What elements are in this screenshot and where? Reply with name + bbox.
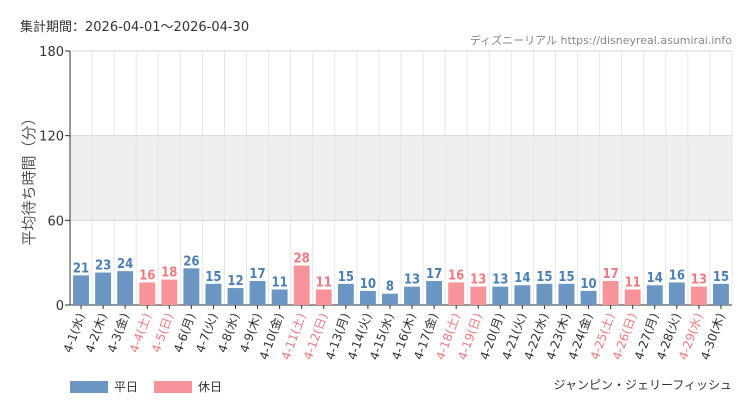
bar-value-label: 10 [360,277,376,292]
legend-weekday: 平日 [70,378,138,395]
legend-holiday-swatch [154,380,193,393]
bar [293,265,310,305]
legend-weekday-label: 平日 [114,380,139,394]
bar-value-label: 14 [514,271,530,286]
bar [161,279,178,305]
y-tick-label: 60 [47,214,64,229]
bar-value-label: 15 [205,270,221,285]
bar-value-label: 11 [625,275,641,290]
bar [95,272,112,305]
bar [624,289,641,305]
bar-value-label: 13 [492,273,508,288]
bar-value-label: 15 [536,270,552,285]
bar [713,283,729,305]
y-tick-label: 120 [39,130,64,145]
bar [448,282,465,305]
bar [73,275,89,305]
bar-value-label: 8 [386,280,394,295]
bar-value-label: 13 [691,273,707,288]
bar [205,283,222,305]
bar-value-label: 21 [73,261,89,276]
bar-value-label: 23 [95,259,111,274]
bar [382,293,398,305]
bar-value-label: 16 [448,268,464,283]
bar [426,281,443,305]
bar [558,283,575,305]
bar-value-label: 10 [580,277,596,292]
y-tick-label: 180 [39,45,64,60]
bar [602,281,619,305]
bar-value-label: 13 [470,273,486,288]
bar [470,286,487,305]
bar [183,268,200,305]
bar [668,282,685,305]
y-axis-label: 平均待ち時間（分） [20,110,38,245]
bar [580,290,597,305]
bar-value-label: 12 [227,274,243,289]
bar [690,286,707,305]
bar-value-label: 11 [316,275,332,290]
bar-value-label: 17 [602,267,618,282]
bar-value-label: 17 [426,267,442,282]
bar [646,285,663,305]
bar-value-label: 18 [161,266,177,281]
legend-holiday: 休日 [154,378,222,395]
bar-value-label: 24 [117,257,133,272]
bar [404,286,420,305]
bar-value-label: 11 [271,275,287,290]
legend-holiday-label: 休日 [198,380,223,394]
bar [139,282,156,305]
bar-value-label: 15 [713,270,729,285]
bar [536,283,553,305]
bar [359,290,376,305]
bar-value-label: 14 [647,271,663,286]
bar [117,271,134,305]
bar-value-label: 16 [669,268,685,283]
period-label: 集計期間：2026-04-01～2026-04-30 [20,20,250,35]
bar [249,281,266,305]
bar-value-label: 17 [249,267,265,282]
y-tick-label: 0 [56,299,64,314]
bar-value-label: 26 [183,254,199,269]
site-credit: ディズニーリアル https://disneyreal.asumirai.inf… [469,34,732,47]
attraction-name: ジャンピン・ジェリーフィッシュ [553,378,732,392]
bar [227,288,244,305]
bar [337,283,354,305]
bar-value-label: 28 [294,251,310,266]
bar [315,289,332,305]
bar-value-label: 13 [404,273,420,288]
bar-value-label: 16 [139,268,155,283]
bar [514,285,531,305]
legend-weekday-swatch [70,380,108,393]
chart-legend: 平日 休日 [70,378,238,395]
bar-value-label: 15 [558,270,574,285]
bar-value-label: 15 [338,270,354,285]
bar [271,289,288,305]
bar [492,286,509,305]
